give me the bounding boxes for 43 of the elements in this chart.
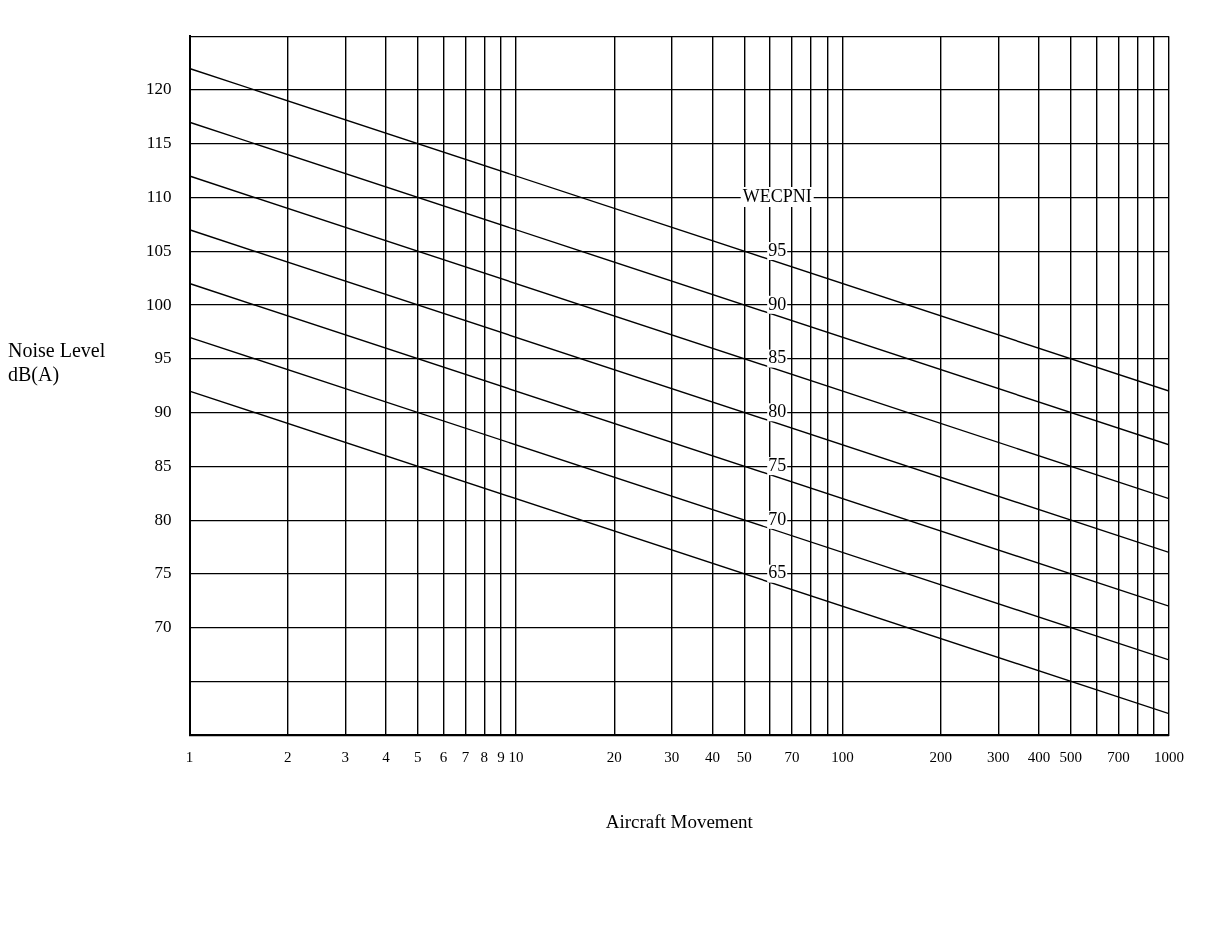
- x-tick-label: 1: [185, 749, 194, 766]
- y-axis-title: Noise Level dB(A): [8, 338, 107, 386]
- x-tick-label: 100: [831, 749, 854, 766]
- x-tick-label: 700: [1107, 749, 1130, 766]
- x-tick-label: 400: [1027, 749, 1051, 766]
- series-label: 95: [768, 239, 787, 260]
- x-tick-label: 10: [508, 749, 524, 766]
- x-tick-label: 50: [736, 749, 752, 766]
- y-tick-label: 95: [154, 348, 172, 368]
- series-label: 80: [768, 401, 787, 422]
- x-tick-label: 6: [439, 749, 448, 766]
- x-tick-label: 30: [664, 749, 680, 766]
- x-tick-label: 4: [382, 749, 391, 766]
- x-tick-label: 7: [461, 749, 470, 766]
- x-tick-label: 3: [341, 749, 350, 766]
- y-tick-label: 80: [154, 509, 172, 529]
- series-label: 70: [768, 508, 787, 529]
- annotation: WECPNI: [742, 185, 812, 206]
- y-tick-label: 110: [146, 186, 172, 206]
- x-tick-label: 1000: [1154, 749, 1184, 766]
- y-tick-label: 75: [154, 563, 172, 583]
- y-tick-label: 115: [146, 133, 172, 153]
- y-tick-label: 105: [146, 240, 172, 260]
- x-tick-label: 8: [480, 749, 489, 766]
- series-label: 75: [768, 454, 787, 475]
- y-tick-label: 85: [154, 455, 172, 475]
- y-tick-label: 120: [146, 79, 172, 99]
- x-tick-label: 70: [784, 749, 800, 766]
- x-tick-label: 200: [929, 749, 953, 766]
- series-label: 85: [768, 347, 787, 368]
- x-tick-label: 500: [1059, 749, 1082, 766]
- x-axis-title: Aircraft Movement: [605, 810, 754, 832]
- x-tick-label: 5: [413, 749, 422, 766]
- y-tick-label: 100: [146, 294, 172, 314]
- x-tick-label: 40: [705, 749, 721, 766]
- x-tick-label: 300: [987, 749, 1010, 766]
- x-tick-label: 2: [284, 749, 292, 766]
- y-tick-label: 90: [154, 402, 172, 422]
- x-tick-label: 9: [497, 749, 505, 766]
- y-tick-label: 70: [154, 617, 172, 637]
- x-tick-label: 20: [606, 749, 622, 766]
- series-label: 90: [768, 293, 787, 314]
- series-label: 65: [768, 562, 787, 583]
